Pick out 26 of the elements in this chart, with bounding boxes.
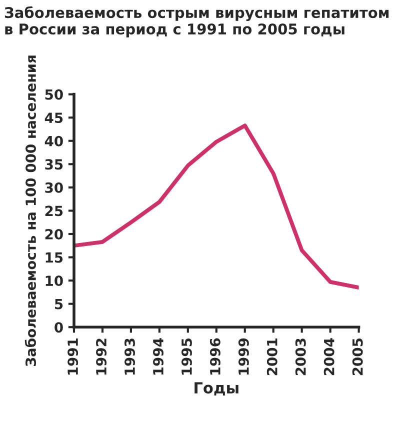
y-tick-label: 10 (46, 276, 63, 286)
y-tick-label: 45 (44, 112, 63, 124)
y-axis-title: Заболеваемость на 100 000 населения (24, 56, 36, 366)
y-tick-label: 5 (54, 298, 63, 310)
y-tick-label: 20 (45, 228, 63, 240)
y-tick-label: 0 (54, 322, 63, 333)
x-tick-label: 2003 (295, 338, 306, 376)
x-tick-label: 2004 (324, 338, 334, 376)
y-tick-label: 50 (45, 89, 63, 100)
y-tick-label: 25 (45, 206, 63, 216)
line-series (74, 124, 359, 290)
y-tick-label: 40 (44, 136, 63, 146)
y-tick-label: 30 (45, 182, 63, 193)
x-tick-label: 1995 (181, 338, 192, 375)
x-tick-label: 1999 (238, 338, 249, 375)
x-tick-label: 2001 (266, 338, 278, 376)
x-tick-label: 1994 (152, 338, 164, 375)
y-tick-label: 35 (45, 159, 63, 170)
chart-title: Заболеваемость острым вирусным гепатитом в России за период с 1991 по 2005 годы (4, 6, 389, 38)
x-tick-label: 1996 (210, 338, 220, 375)
x-tick-label: 1993 (124, 338, 135, 375)
x-tick-label: 1991 (68, 338, 78, 375)
x-tick-label: 2005 (352, 338, 363, 376)
x-tick-label: 1992 (96, 338, 107, 375)
x-axis-title: Годы (194, 382, 238, 396)
y-tick-label: 15 (46, 252, 63, 263)
